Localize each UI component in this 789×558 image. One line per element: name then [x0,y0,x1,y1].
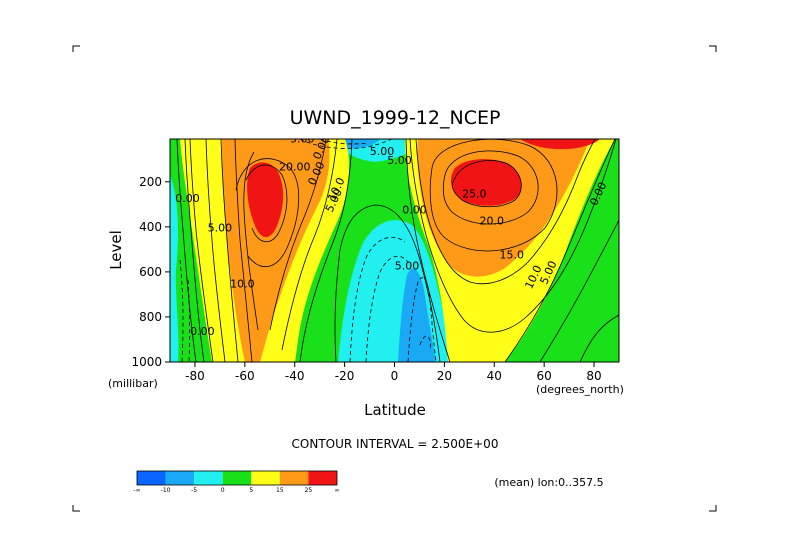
contour-label: 0.00 [190,325,215,338]
contour-label: 5.00 [290,132,315,145]
colorbar-label: 15 [276,487,284,494]
contour-label: 5.00 [387,154,412,167]
colorbar-label: -10 [161,487,171,494]
contour-label: 5.00 [370,145,395,158]
x-unit-label: (degrees_north) [536,383,624,396]
contour-interval-text: CONTOUR INTERVAL = 2.500E+00 [292,437,499,451]
crop-marks [72,45,717,512]
fill-south-jet-red [247,162,284,237]
x-tick-label: 0 [391,369,399,383]
colorbar-swatch [165,471,195,485]
colorbar-swatch [194,471,223,485]
colorbar-swatch [308,471,337,485]
averaging-note: (mean) lon:0..357.5 [494,476,603,489]
contour-label: 25.0 [462,188,487,201]
colorbar-swatch [137,471,166,485]
colorbar-label: -5 [191,487,197,494]
x-tick-label: -60 [235,369,255,383]
contour-label: 5.00 [208,221,233,234]
negative-contour-lines [179,139,437,362]
colorbar-label: 0 [221,487,225,494]
colorbar-label: -∞ [133,487,140,494]
x-tick-label: -20 [335,369,355,383]
contour-label: 20.0 [480,215,505,228]
y-tick-label: 600 [139,265,162,279]
y-tick-label: 400 [139,220,162,234]
colorbar-label: 25 [305,487,313,494]
contour-label: 0.00 [402,203,427,216]
y-axis-title: Level [107,230,125,270]
contour-label: 0.00 [175,192,200,205]
contour-lines [176,139,619,362]
y-tick-label: 800 [139,310,162,324]
x-tick-label: 60 [537,369,552,383]
contour-label: 10.0 [230,278,255,291]
x-tick-label: 20 [437,369,452,383]
contour-label: 5.00 [395,260,420,273]
contour-label: 20.00 [279,161,311,174]
colorbar-label: ∞ [335,487,340,494]
colorbar-label: 5 [249,487,253,494]
colorbar-swatch [251,471,280,485]
colorbar-swatch [222,471,252,485]
contour-label: 15.0 [499,248,524,261]
fill-top-right-red [520,139,600,150]
chart-title: UWND_1999-12_NCEP [290,107,501,129]
x-axis: -80 -60 -40 -20 0 20 40 60 80 [185,362,602,383]
fill-north-jet-red [450,159,522,206]
x-axis-title: Latitude [364,401,426,419]
fill-negative-south-cyan [170,175,179,362]
x-tick-label: 80 [586,369,601,383]
x-tick-label: -80 [185,369,205,383]
contour-plot-area: 5.000.0020.000.005.005.0010.05.000.005.0… [170,132,619,362]
colorbar-frame [136,470,338,486]
y-tick-label: 200 [139,175,162,189]
colorbar-swatch [279,471,309,485]
colorbar: -∞ -10 -5 0 5 15 25 ∞ [133,470,340,494]
y-tick-label: 1000 [131,355,162,369]
y-axis: 200 400 600 800 1000 [131,175,170,369]
x-tick-label: 40 [487,369,502,383]
y-unit-label: (millibar) [108,377,158,390]
fill-negative-tropics-blue [398,268,436,362]
x-tick-label: -40 [285,369,305,383]
